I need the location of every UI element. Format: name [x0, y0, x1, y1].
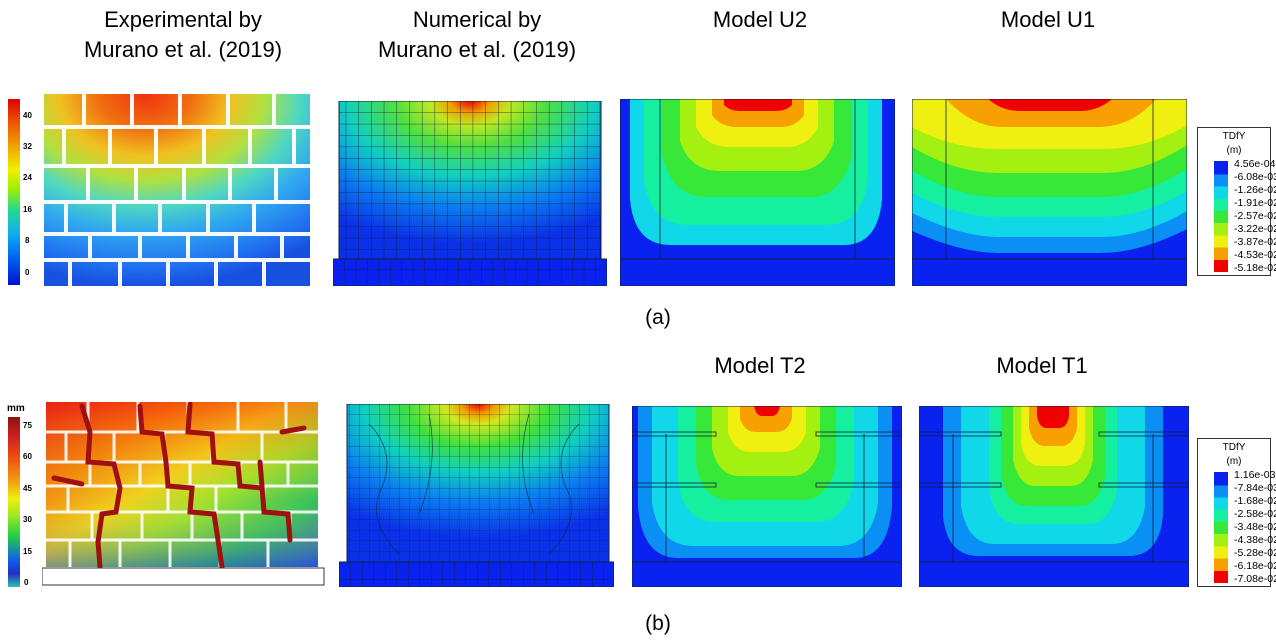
scale-bar-b	[8, 417, 20, 587]
numerical-mesh-a	[333, 101, 607, 286]
header-model-t1: Model T1	[996, 353, 1088, 378]
scale-b-unit: mm	[7, 403, 25, 414]
scale-a-tick-0: 0	[25, 268, 30, 277]
model-t1-contour	[919, 406, 1189, 587]
caption-b: (b)	[645, 612, 671, 635]
model-u2-contour	[620, 99, 895, 286]
scale-bar-a	[8, 99, 20, 285]
header-model-u1: Model U1	[1000, 7, 1096, 32]
legend-b-colorbar	[1214, 472, 1228, 583]
legend-a-value-5: -3.22e-02	[1234, 223, 1276, 235]
legend-a-value-2: -1.26e-02	[1234, 184, 1276, 196]
experimental-wall-image-b	[42, 402, 327, 587]
legend-a: TDfY (m) 4.56e-04 -6.08e-03 -1.26e-02 -1…	[1197, 127, 1276, 276]
header-numerical-line2: Murano et al. (2019)	[377, 37, 577, 62]
legend-a-colorbar	[1214, 161, 1228, 272]
header-experimental-line2: Murano et al. (2019)	[83, 37, 283, 62]
legend-b-value-2: -1.68e-02	[1234, 495, 1276, 507]
header-experimental-line1: Experimental by	[104, 7, 262, 32]
legend-a-value-1: -6.08e-03	[1234, 171, 1276, 183]
scale-b-tick-0: 0	[24, 578, 29, 587]
scale-a-tick-32: 32	[23, 142, 32, 151]
legend-a-value-4: -2.57e-02	[1234, 210, 1276, 222]
legend-a-unit: (m)	[1226, 145, 1242, 156]
legend-b-value-7: -6.18e-02	[1234, 560, 1276, 572]
model-t2-contour	[632, 406, 902, 587]
scale-b-tick-75: 75	[23, 421, 32, 430]
legend-b-unit: (m)	[1226, 456, 1242, 467]
legend-b-value-3: -2.58e-02	[1234, 508, 1276, 520]
legend-a-value-7: -4.53e-02	[1234, 249, 1276, 261]
model-u1-contour	[912, 99, 1187, 286]
scale-b-tick-15: 15	[23, 547, 32, 556]
legend-a-value-8: -5.18e-02	[1234, 262, 1276, 274]
numerical-mesh-b	[339, 404, 614, 587]
scale-b-tick-45: 45	[23, 484, 32, 493]
legend-b-value-5: -4.38e-02	[1234, 534, 1276, 546]
scale-a-tick-8: 8	[25, 236, 30, 245]
legend-b-value-4: -3.48e-02	[1234, 521, 1276, 533]
caption-a: (a)	[645, 306, 671, 329]
legend-b: TDfY (m) 1.16e-03 -7.84e-03 -1.68e-02 -2…	[1197, 438, 1276, 587]
scale-b-tick-30: 30	[23, 515, 32, 524]
header-numerical-line1: Numerical by	[412, 7, 542, 32]
legend-a-value-3: -1.91e-02	[1234, 197, 1276, 209]
scale-b-tick-60: 60	[23, 452, 32, 461]
header-experimental: Experimental by Murano et al. (2019)	[58, 5, 308, 65]
header-model-u2: Model U2	[712, 7, 808, 32]
scale-a-tick-40: 40	[23, 111, 32, 120]
header-numerical: Numerical by Murano et al. (2019)	[352, 5, 602, 65]
legend-b-value-8: -7.08e-02	[1234, 573, 1276, 585]
experimental-wall-image-a	[44, 94, 310, 286]
scale-a-tick-16: 16	[23, 205, 32, 214]
legend-b-title: TDfY	[1222, 442, 1246, 453]
scale-a-tick-24: 24	[23, 173, 32, 182]
legend-a-value-0: 4.56e-04	[1234, 158, 1276, 170]
header-model-t2: Model T2	[714, 353, 806, 378]
legend-b-value-0: 1.16e-03	[1234, 469, 1276, 481]
legend-a-value-6: -3.87e-02	[1234, 236, 1276, 248]
legend-b-value-1: -7.84e-03	[1234, 482, 1276, 494]
legend-a-title: TDfY	[1222, 131, 1246, 142]
legend-b-value-6: -5.28e-02	[1234, 547, 1276, 559]
